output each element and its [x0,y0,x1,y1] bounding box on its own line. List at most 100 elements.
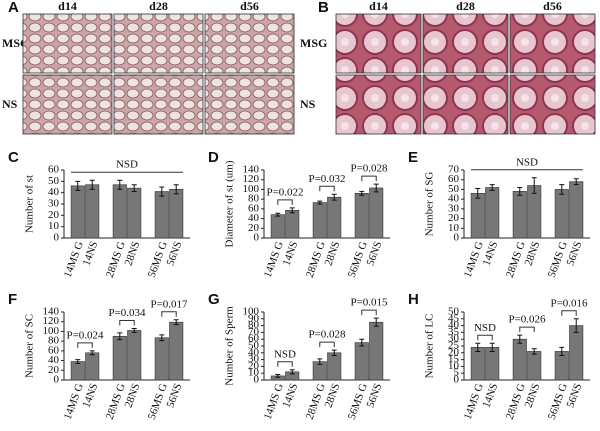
error-bar [117,179,123,190]
y-axis-label: Number of SC [24,314,36,378]
y-tick-label: 40 [48,186,60,198]
bar [485,187,500,239]
column-label: d28 [456,0,475,13]
error-bar [131,184,137,193]
error-bar [559,346,565,357]
y-tick-label: 20 [48,209,60,221]
error-bar [517,334,523,344]
error-bar [359,190,365,196]
y-tick-label: 0 [454,374,460,386]
error-bar [531,348,537,355]
bar [369,187,384,239]
annotation-bracket [77,342,93,348]
row-label: NS [2,97,18,111]
panel-letter: A [8,0,19,16]
error-bar [573,318,579,333]
bar [554,189,569,239]
y-tick-label: 20 [248,222,260,234]
bar [312,202,327,239]
y-tick-label: 15 [448,353,460,365]
panel-letter: F [8,291,17,308]
annotation-bracket [161,311,177,317]
y-axis-label: Diameter of st (um) [224,160,236,247]
y-tick-label: 140 [243,164,260,176]
micrograph [204,74,295,135]
error-bar [573,178,579,186]
micrograph [509,13,596,74]
error-bar [75,180,81,191]
panel-letter: D [208,149,219,166]
error-bar [275,212,281,217]
y-tick-label: 20 [448,212,460,224]
y-tick-label: 80 [48,335,60,347]
row-label: MSG [300,36,327,50]
error-bar [317,358,323,365]
annotation: P=0.016 [550,297,588,309]
y-tick-label: 140 [43,306,60,318]
y-tick-label: 0 [254,232,260,244]
y-tick-label: 100 [243,183,260,195]
annotation-bracket [519,326,535,333]
y-tick-label: 40 [448,193,460,205]
y-tick-label: 60 [48,164,60,176]
y-tick-label: 45 [448,312,460,324]
error-bar [317,200,323,205]
error-bar [275,374,281,378]
error-bar [331,193,337,201]
bar [169,321,184,381]
y-tick-label: 40 [48,354,60,366]
bar [485,347,500,381]
bar [470,347,485,381]
y-tick-label: 0 [454,232,460,244]
bar [285,210,300,239]
bar [327,196,342,239]
bar [527,351,542,381]
error-bar [517,186,523,196]
micrograph [113,13,204,74]
y-axis-label: Number of SG [424,172,436,237]
y-tick-label: 100 [243,306,260,318]
column-label: d56 [240,0,259,13]
y-tick-label: 50 [448,306,460,318]
error-bar [131,328,137,333]
micrograph [335,13,422,74]
error-bar [531,177,537,194]
annotation-bracket [319,185,335,192]
error-bar [173,184,179,195]
micrograph [22,13,113,74]
annotation: NSD [274,348,296,360]
y-tick-label: 80 [248,319,260,331]
micrograph [422,13,509,74]
error-bar [373,183,379,193]
y-tick-label: 10 [448,360,460,372]
y-tick-label: 10 [448,222,460,234]
y-tick-label: 10 [248,367,260,379]
y-tick-label: 0 [254,374,260,386]
bar [127,187,142,239]
annotation: NSD [516,156,538,168]
error-bar [75,359,81,364]
bar [512,191,527,239]
bar [327,352,342,381]
y-tick-label: 40 [448,319,460,331]
annotation-bracket [119,320,135,326]
y-tick-label: 20 [48,364,60,376]
error-bar [89,350,95,356]
micrograph [335,74,422,135]
annotation: P=0.034 [108,307,146,319]
panel-letter: E [408,149,418,166]
panel-letter: B [318,0,329,16]
micrograph [422,74,509,135]
annotation: P=0.022 [266,186,303,198]
y-tick-label: 35 [448,326,460,338]
y-tick-label: 50 [248,340,260,352]
y-tick-label: 100 [43,325,60,337]
error-bar [289,369,295,375]
y-tick-label: 50 [48,175,60,187]
y-tick-label: 60 [48,344,60,356]
panel-letter: C [8,149,19,166]
error-bar [159,334,165,342]
y-tick-label: 120 [243,173,260,185]
bar [154,337,169,381]
